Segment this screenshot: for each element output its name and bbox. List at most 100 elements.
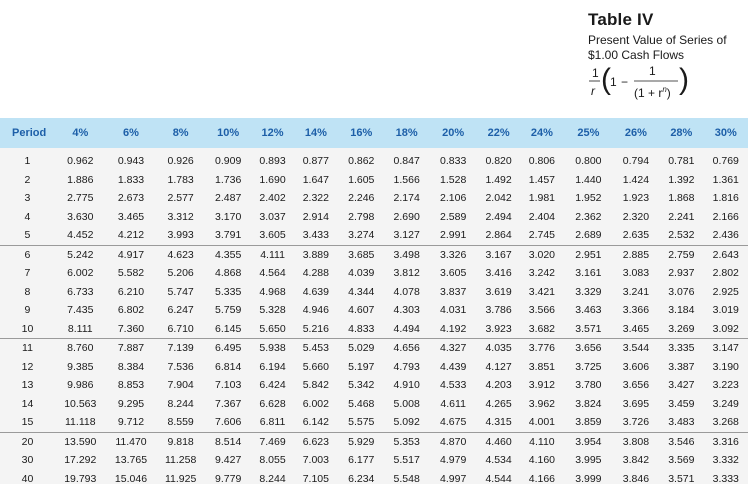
value-cell: 3.092: [704, 320, 748, 339]
value-cell: 4.997: [429, 470, 478, 488]
value-cell: 2.166: [704, 208, 748, 227]
value-cell: 3.569: [659, 451, 703, 470]
value-cell: 7.887: [106, 339, 157, 358]
value-cell: 3.433: [294, 226, 338, 245]
value-cell: 3.630: [55, 208, 106, 227]
column-header-rate: 22%: [477, 118, 519, 148]
column-header-rate: 14%: [294, 118, 338, 148]
value-cell: 4.288: [294, 264, 338, 283]
value-cell: 2.246: [338, 189, 384, 208]
value-cell: 2.643: [704, 245, 748, 264]
value-cell: 4.110: [520, 432, 564, 451]
value-cell: 5.650: [251, 320, 293, 339]
value-cell: 1.361: [704, 171, 748, 190]
value-cell: 7.003: [294, 451, 338, 470]
value-cell: 1.833: [106, 171, 157, 190]
value-cell: 3.076: [659, 283, 703, 302]
value-cell: 7.103: [205, 376, 251, 395]
value-cell: 3.912: [520, 376, 564, 395]
value-cell: 1.566: [385, 171, 429, 190]
value-cell: 3.083: [613, 264, 659, 283]
value-cell: 2.991: [429, 226, 478, 245]
value-cell: 4.001: [520, 413, 564, 432]
value-cell: 5.548: [385, 470, 429, 488]
value-cell: 8.384: [106, 358, 157, 377]
value-cell: 1.424: [613, 171, 659, 190]
value-cell: 7.435: [55, 301, 106, 320]
column-header-rate: 25%: [564, 118, 613, 148]
value-cell: 1.492: [477, 171, 519, 190]
value-cell: 2.042: [477, 189, 519, 208]
value-cell: 3.329: [564, 283, 613, 302]
value-cell: 4.611: [429, 395, 478, 414]
column-header-rate: 18%: [385, 118, 429, 148]
value-cell: 3.824: [564, 395, 613, 414]
value-cell: 5.453: [294, 339, 338, 358]
value-cell: 4.035: [477, 339, 519, 358]
value-cell: 2.402: [251, 189, 293, 208]
value-cell: 6.802: [106, 301, 157, 320]
value-cell: 4.303: [385, 301, 429, 320]
value-cell: 3.851: [520, 358, 564, 377]
value-cell: 0.820: [477, 148, 519, 171]
value-cell: 3.416: [477, 264, 519, 283]
value-cell: 3.842: [613, 451, 659, 470]
value-cell: 4.494: [385, 320, 429, 339]
value-cell: 5.938: [251, 339, 293, 358]
value-cell: 3.682: [520, 320, 564, 339]
value-cell: 3.786: [477, 301, 519, 320]
value-cell: 4.078: [385, 283, 429, 302]
value-cell: 3.190: [704, 358, 748, 377]
value-cell: 4.460: [477, 432, 519, 451]
value-cell: 7.367: [205, 395, 251, 414]
value-cell: 3.249: [704, 395, 748, 414]
value-cell: 7.469: [251, 432, 293, 451]
value-cell: 6.710: [156, 320, 205, 339]
value-cell: 3.566: [520, 301, 564, 320]
value-cell: 1.783: [156, 171, 205, 190]
formula-minus: −: [621, 75, 628, 89]
period-cell: 13: [0, 376, 55, 395]
value-cell: 5.206: [156, 264, 205, 283]
value-cell: 1.605: [338, 171, 384, 190]
value-cell: 6.002: [55, 264, 106, 283]
value-cell: 1.457: [520, 171, 564, 190]
value-cell: 7.139: [156, 339, 205, 358]
value-cell: 1.647: [294, 171, 338, 190]
value-cell: 3.463: [564, 301, 613, 320]
value-cell: 2.635: [613, 226, 659, 245]
value-cell: 2.362: [564, 208, 613, 227]
formula-inner-denominator-base: (1 + r: [634, 86, 662, 100]
value-cell: 3.546: [659, 432, 703, 451]
column-header-rate: 6%: [106, 118, 157, 148]
value-cell: 0.877: [294, 148, 338, 171]
value-cell: 6.177: [338, 451, 384, 470]
value-cell: 4.160: [520, 451, 564, 470]
value-cell: 3.332: [704, 451, 748, 470]
column-header-rate: 10%: [205, 118, 251, 148]
value-cell: 3.993: [156, 226, 205, 245]
value-cell: 3.465: [613, 320, 659, 339]
value-cell: 6.814: [205, 358, 251, 377]
value-cell: 6.628: [251, 395, 293, 414]
value-cell: 3.544: [613, 339, 659, 358]
value-cell: 4.675: [429, 413, 478, 432]
value-cell: 4.544: [477, 470, 519, 488]
formula-inner-close: ): [667, 86, 671, 100]
value-cell: 7.105: [294, 470, 338, 488]
value-cell: 8.111: [55, 320, 106, 339]
value-cell: 3.791: [205, 226, 251, 245]
column-header-rate: 4%: [55, 118, 106, 148]
value-cell: 3.333: [704, 470, 748, 488]
value-cell: 1.528: [429, 171, 478, 190]
value-cell: 3.147: [704, 339, 748, 358]
value-cell: 3.780: [564, 376, 613, 395]
value-cell: 4.031: [429, 301, 478, 320]
value-cell: 3.459: [659, 395, 703, 414]
